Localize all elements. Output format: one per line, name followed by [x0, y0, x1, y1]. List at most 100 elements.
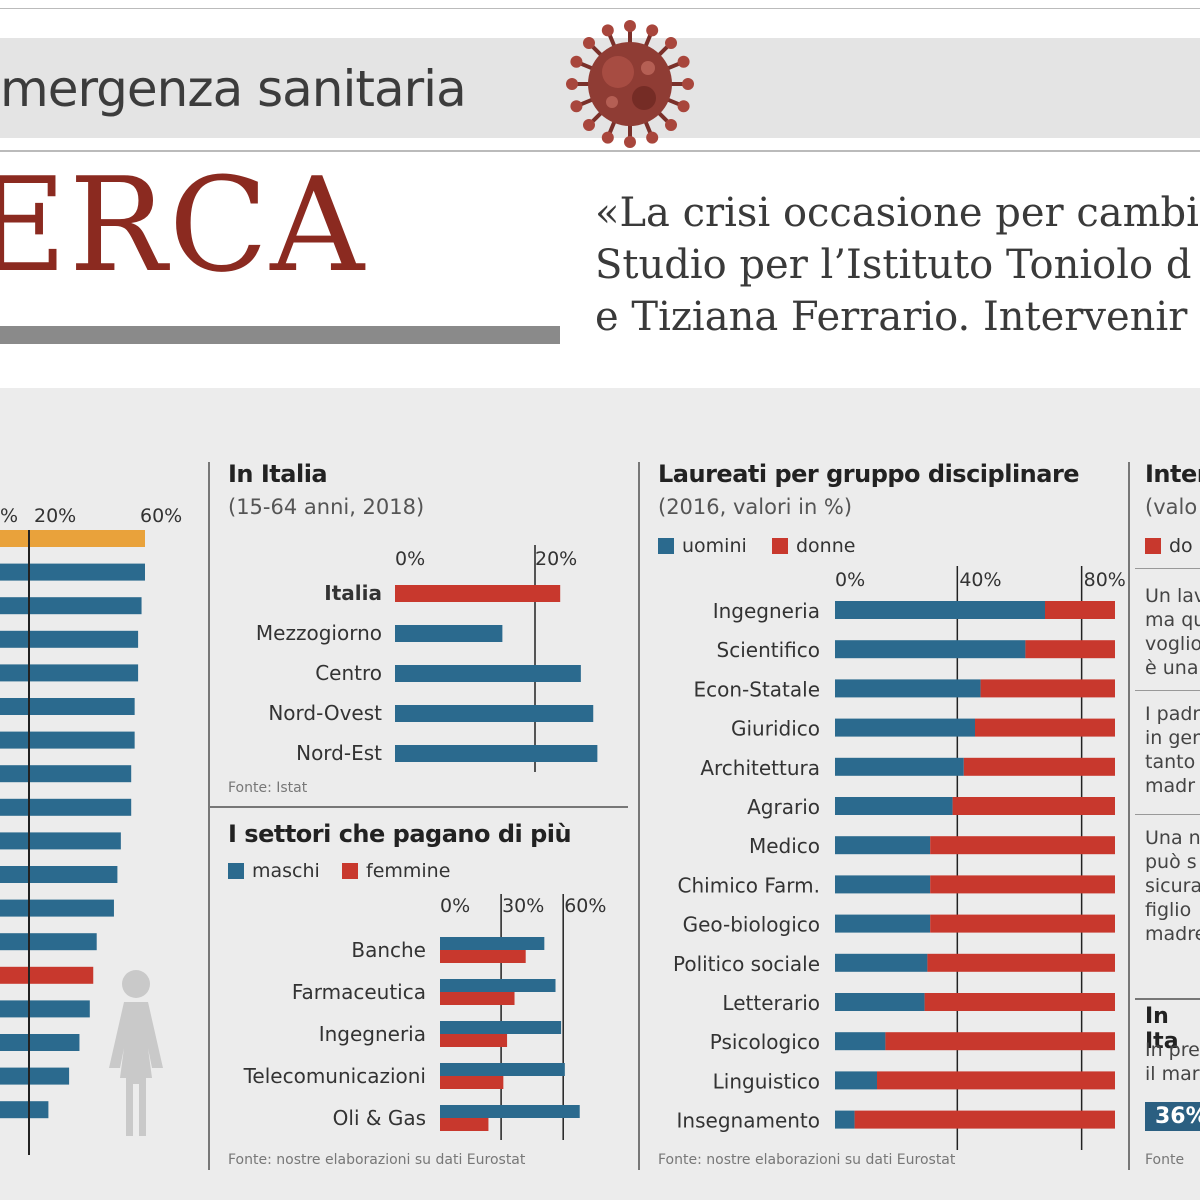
left-bar [0, 1034, 80, 1051]
right-text-block-2: I padr in gen tanto madr [1145, 702, 1200, 798]
laureati-bar-donne [877, 1071, 1115, 1090]
right-in-italia-heading: In Ita [1145, 1004, 1179, 1054]
laureati-category-label: Scientifico [717, 638, 820, 662]
italia-bar [395, 585, 561, 602]
left-bar [0, 832, 121, 850]
left-bar [0, 1067, 70, 1085]
italia-source: Fonte: Istat [228, 780, 308, 796]
right-text-line: è una [1145, 657, 1199, 679]
left-bar [0, 798, 132, 816]
right-text-line: In pre [1145, 1039, 1200, 1061]
laureati-legend-donne: donne [772, 535, 855, 557]
laureati-bar-uomini [835, 601, 1045, 619]
italia-category-label: Nord-Ovest [268, 701, 382, 725]
country-ranking-chart [0, 530, 145, 1155]
virus-spike-head [665, 36, 678, 49]
settori-legend-femmine: femmine [342, 860, 450, 882]
legend-swatch-uomini [658, 538, 674, 554]
virus-spike-head [682, 78, 694, 90]
settori-chart: 0% 30% 60% Banche Farmaceutica Ingegneria Tele… [243, 894, 606, 1140]
settori-category-label: Farmaceutica [292, 980, 426, 1004]
laureati-tick-label: 80% [1084, 569, 1126, 591]
laureati-bar-uomini [835, 679, 981, 698]
right-text-line: figlio [1145, 899, 1192, 921]
virus-spike-head [677, 55, 690, 68]
italia-tick-label: 20% [535, 548, 577, 570]
laureati-category-label: Giuridico [731, 717, 820, 741]
infographic-panel [0, 388, 1200, 1200]
right-subtitle: (valo [1145, 495, 1198, 519]
legend-label-donne: donne [796, 535, 856, 557]
left-bar [0, 731, 135, 749]
laureati-bar-donne [1025, 640, 1115, 659]
right-text-line: madre [1145, 923, 1200, 945]
laureati-bar-uomini [835, 1032, 886, 1051]
right-source: Fonte [1145, 1152, 1185, 1168]
laureati-tick-label: 40% [959, 569, 1001, 591]
laureati-bar-donne [927, 953, 1115, 972]
legend-label-maschi: maschi [252, 860, 320, 882]
legend-swatch-maschi [228, 863, 244, 879]
left-bar [0, 630, 139, 648]
title-underline-bar [0, 326, 560, 344]
settori-bar-femmine [440, 1076, 504, 1089]
column-divider-2 [638, 462, 640, 1170]
right-text-line: tanto [1145, 751, 1196, 773]
laureati-bar-donne [1045, 601, 1115, 619]
settori-bar-maschi [440, 1063, 565, 1076]
settori-bar-maschi [440, 1021, 562, 1034]
left-bar [0, 866, 118, 883]
virus-spike-head [582, 119, 595, 132]
settori-category-label: Oli & Gas [333, 1106, 426, 1130]
left-bar [0, 966, 94, 984]
italia-bar [395, 625, 503, 642]
laureati-category-label: Architettura [700, 756, 820, 780]
laureati-bar-uomini [835, 914, 931, 933]
italia-tick-label: 0% [395, 548, 425, 570]
virus-spike-head [677, 100, 690, 113]
virus-spike-head [570, 55, 583, 68]
settori-tick-label: 60% [564, 895, 606, 917]
column-divider-1 [208, 462, 210, 1170]
virus-spike-head [665, 119, 678, 132]
right-legend-donne: do [1145, 535, 1193, 557]
laureati-bar-donne [885, 1032, 1115, 1051]
left-bar [0, 899, 114, 917]
right-divider-2 [1135, 690, 1200, 691]
laureati-bar-uomini [835, 875, 931, 894]
right-in-italia-text: In pre il mar [1145, 1038, 1200, 1086]
row-divider [210, 806, 628, 808]
settori-bar-femmine [440, 950, 526, 963]
settori-tick-label: 30% [502, 895, 544, 917]
laureati-category-label: Agrario [747, 795, 820, 819]
laureati-bar-uomini [835, 757, 964, 776]
virus-spike-head [601, 131, 614, 144]
laureati-bar-donne [980, 679, 1115, 698]
right-divider-1 [1135, 568, 1200, 569]
settori-tick-label: 0% [440, 895, 470, 917]
laureati-bar-donne [930, 875, 1115, 894]
left-bar [0, 1101, 49, 1119]
laureati-category-label: Insegnamento [677, 1109, 820, 1133]
laureati-category-label: Econ-Statale [693, 677, 820, 701]
laureati-bar-uomini [835, 993, 925, 1011]
settori-bar-maschi [440, 1105, 580, 1118]
italia-bar [395, 745, 598, 762]
right-text-line: Un lav [1145, 585, 1200, 607]
virus-spike-head [570, 100, 583, 113]
laureati-bar-uomini [835, 718, 975, 737]
right-text-line: Una n [1145, 827, 1200, 849]
woman-icon [109, 970, 163, 1136]
laureati-category-label: Politico sociale [673, 952, 820, 976]
quote-line-3: e Tiziana Ferrario. Intervenir [595, 294, 1188, 340]
virus-spike-head [624, 20, 636, 32]
laureati-subtitle: (2016, valori in %) [658, 495, 853, 519]
italia-category-label: Centro [315, 661, 382, 685]
column-divider-3 [1128, 462, 1130, 1170]
left-tick-20: 20% [34, 505, 77, 527]
settori-bar-femmine [440, 992, 515, 1005]
right-text-line: voglio [1145, 633, 1200, 655]
settori-source: Fonte: nostre elaborazioni su dati Euros… [228, 1152, 526, 1168]
legend-label-femmine: femmine [366, 860, 451, 882]
laureati-bar-donne [930, 914, 1115, 933]
